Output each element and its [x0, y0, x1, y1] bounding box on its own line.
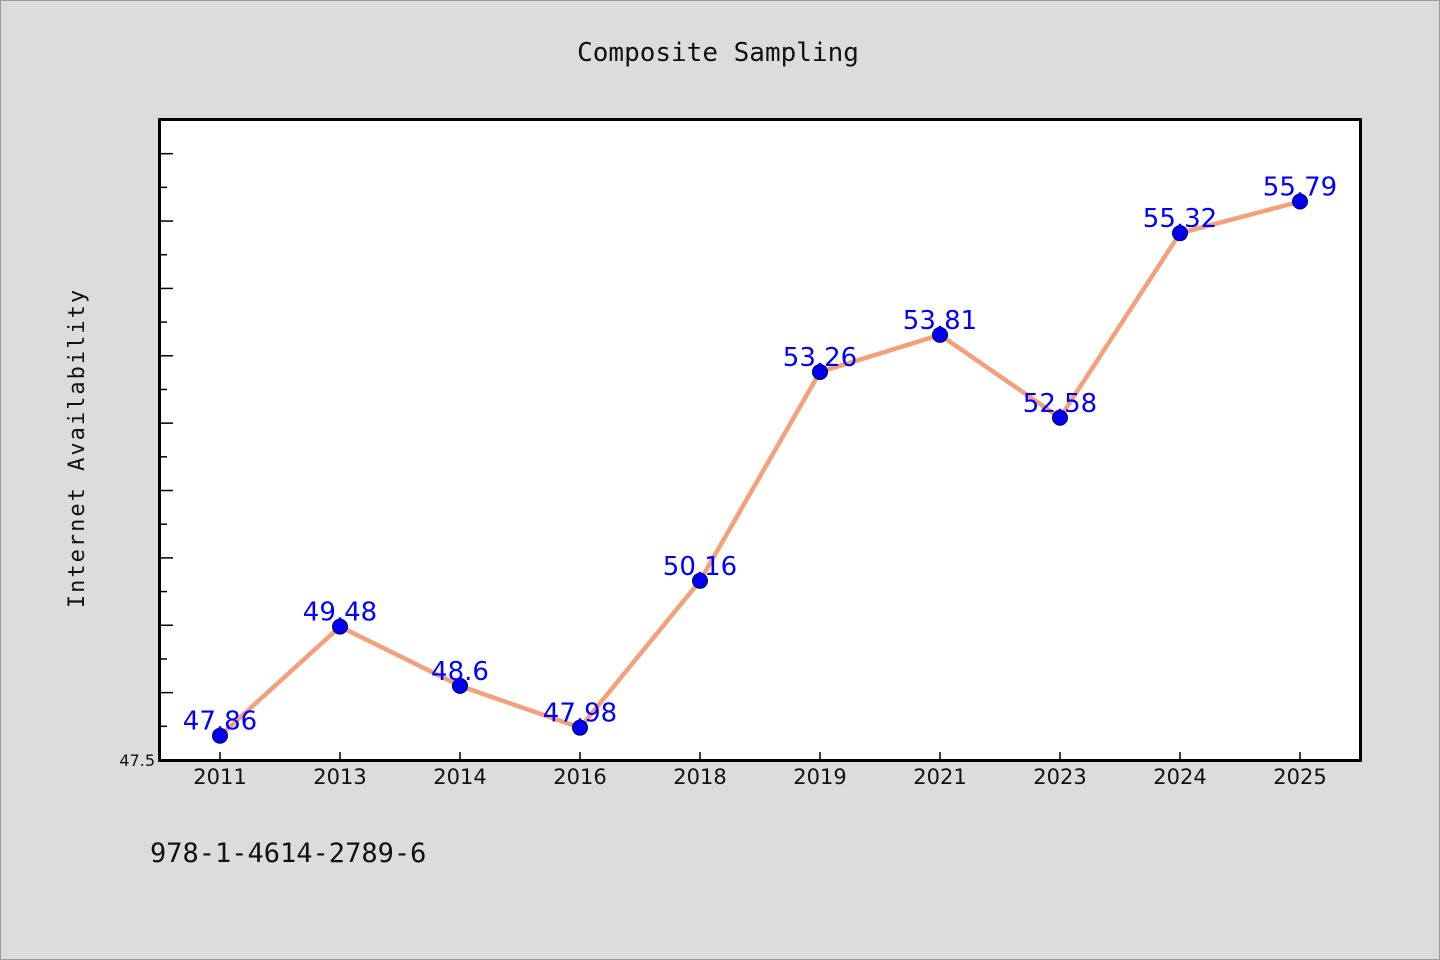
data-point [1052, 409, 1068, 426]
plot-area [158, 118, 1362, 762]
data-point [1292, 193, 1308, 210]
x-tick-label: 2025 [1273, 765, 1326, 789]
data-label: 53.81 [903, 306, 977, 336]
data-point [932, 326, 948, 343]
data-label: 48.6 [431, 657, 489, 687]
data-label: 50.16 [663, 552, 737, 582]
y-axis-ticks: 47.5 [119, 119, 173, 770]
x-tick-label: 2014 [433, 765, 486, 789]
data-label: 55.79 [1263, 173, 1337, 203]
data-label: 53.26 [783, 343, 857, 373]
y-tick-label: 47.5 [119, 751, 155, 770]
series-markers [212, 193, 1308, 744]
x-tick-label: 2024 [1153, 765, 1206, 789]
data-point [572, 719, 588, 736]
data-label: 49.48 [303, 598, 377, 628]
data-point [692, 572, 708, 589]
series-line [218, 199, 1301, 738]
x-tick-label: 2016 [553, 765, 606, 789]
data-point [452, 677, 468, 694]
y-axis-label: Internet Availability [65, 288, 90, 608]
x-tick-label: 2011 [193, 765, 246, 789]
data-labels: 47.86 49.48 48.6 47.98 50.16 53.26 53.81 52.58 5… [183, 173, 1337, 737]
data-label: 47.98 [543, 699, 617, 729]
x-tick-label: 2013 [313, 765, 366, 789]
data-point [212, 727, 228, 744]
data-point [812, 363, 828, 380]
data-label: 52.58 [1023, 389, 1097, 419]
x-tick-label: 2019 [793, 765, 846, 789]
series-line-path [218, 199, 1301, 738]
data-label: 47.86 [183, 707, 257, 737]
data-point [332, 618, 348, 635]
data-label: 55.32 [1143, 204, 1217, 234]
x-tick-label: 2018 [673, 765, 726, 789]
x-tick-label: 2021 [913, 765, 966, 789]
x-tick-label: 2023 [1033, 765, 1086, 789]
isbn-footer: 978-1-4614-2789-6 [150, 838, 426, 869]
data-point [1172, 225, 1188, 242]
chart-title: Composite Sampling [577, 38, 859, 68]
x-axis-ticks: 2011 2013 2014 2016 2018 2019 2021 2023 2024 2025 [193, 752, 1327, 789]
